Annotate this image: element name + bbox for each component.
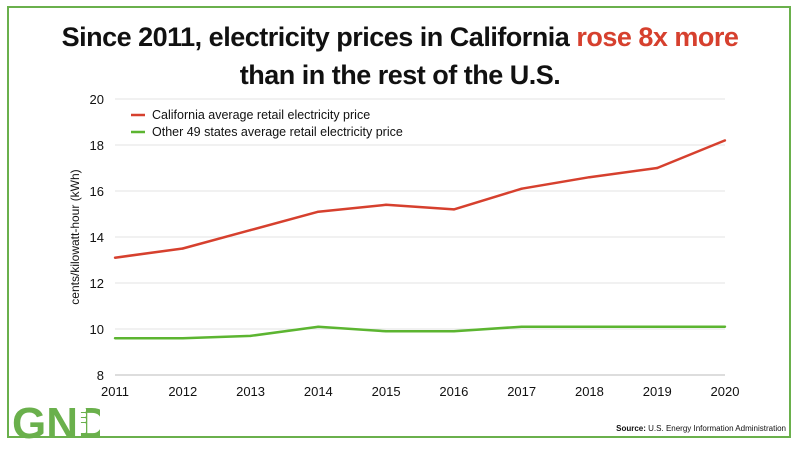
- data-point: [113, 256, 117, 259]
- data-point: [723, 325, 727, 328]
- logo-text: GND: [12, 399, 100, 446]
- series-line-1: [114, 139, 726, 259]
- gnd-logo: GND: [12, 399, 100, 446]
- source-note: Source: U.S. Energy Information Administ…: [616, 424, 786, 433]
- raised-fist-icon: [77, 408, 86, 433]
- data-point: [384, 203, 388, 206]
- y-tick-label: 10: [90, 322, 104, 337]
- x-tick-label: 2011: [101, 384, 129, 399]
- title-prefix: Since 2011, electricity prices in Califo…: [61, 22, 577, 52]
- data-point: [656, 325, 659, 328]
- x-tick-label: 2017: [507, 384, 536, 399]
- y-tick-label: 16: [90, 184, 104, 199]
- y-tick-label: 12: [90, 276, 104, 291]
- data-point: [656, 166, 659, 170]
- title-highlight: rose 8x more: [576, 22, 739, 52]
- data-point: [384, 330, 388, 333]
- x-tick-label: 2016: [439, 384, 468, 399]
- data-point: [452, 330, 456, 333]
- data-point: [452, 208, 456, 211]
- y-tick-label: 14: [90, 230, 104, 245]
- x-tick-label: 2018: [575, 384, 604, 399]
- data-point: [723, 139, 727, 142]
- x-tick-label: 2015: [372, 384, 401, 399]
- x-tick-label: 2012: [168, 384, 197, 399]
- data-point: [181, 337, 184, 340]
- chart-title: Since 2011, electricity prices in Califo…: [0, 18, 800, 94]
- title-line-1: Since 2011, electricity prices in Califo…: [0, 18, 800, 56]
- y-tick-label: 8: [97, 368, 104, 383]
- y-tick-label: 18: [90, 138, 104, 153]
- source-text: U.S. Energy Information Administration: [648, 424, 786, 433]
- x-tick-label: 2019: [643, 384, 672, 399]
- data-point: [520, 187, 523, 190]
- data-point: [181, 247, 184, 250]
- title-line-2: than in the rest of the U.S.: [239, 60, 561, 90]
- data-point: [588, 325, 591, 328]
- data-point: [249, 228, 252, 232]
- data-point: [520, 325, 523, 328]
- data-point: [317, 325, 320, 328]
- data-point: [317, 210, 320, 213]
- source-label: Source:: [616, 424, 646, 433]
- x-tick-label: 2020: [711, 384, 740, 399]
- data-point: [588, 176, 591, 179]
- legend-label: Other 49 states average retail electrici…: [152, 125, 403, 139]
- x-tick-label: 2013: [236, 384, 265, 399]
- chart-frame: [7, 6, 791, 438]
- y-axis-label: cents/kilowatt-hour (kWh): [68, 169, 82, 304]
- legend-label: California average retail electricity pr…: [152, 108, 370, 122]
- data-point: [249, 334, 252, 338]
- series-line-2: [115, 325, 725, 340]
- data-point: [113, 337, 117, 340]
- y-tick-label: 20: [90, 92, 104, 107]
- x-tick-label: 2014: [304, 384, 333, 399]
